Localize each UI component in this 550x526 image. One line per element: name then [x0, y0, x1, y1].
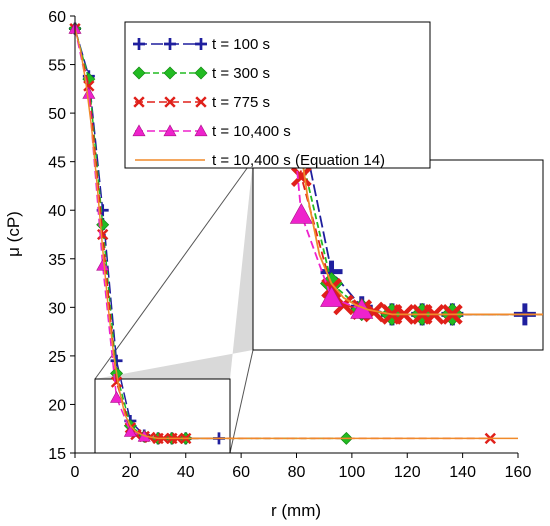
- legend-box: [124, 21, 431, 169]
- series-3-point: [82, 87, 96, 99]
- zoom-connector-line-top: [94, 159, 254, 380]
- legend-swatch-marker: [132, 124, 146, 137]
- x-tick-label: 160: [505, 464, 532, 481]
- y-tick-label: 45: [48, 155, 66, 172]
- legend-swatch-marker: [163, 66, 177, 80]
- x-tick-label: 140: [449, 464, 476, 481]
- series-0-point: [110, 354, 123, 367]
- inset-series-3-point: [320, 286, 344, 307]
- inset-series-2-point: [290, 166, 312, 187]
- y-tick-label: 50: [48, 106, 66, 123]
- legend-label: t = 775 s: [212, 94, 270, 111]
- legend-swatch-marker: [164, 38, 176, 50]
- x-tick-label: 80: [288, 464, 306, 481]
- inset-series-3-point: [289, 203, 313, 224]
- y-tick-label: 30: [48, 300, 66, 317]
- legend-label: t = 10,400 s: [212, 123, 291, 140]
- inset-plot-area: [289, 160, 543, 326]
- legend-swatch-marker: [133, 38, 145, 50]
- legend-swatch-marker: [132, 66, 146, 80]
- legend-entry: t = 300 s: [132, 65, 270, 82]
- legend-entry: t = 10,400 s (Equation 14): [135, 152, 385, 169]
- y-tick-label: 60: [48, 9, 66, 26]
- y-tick-label: 55: [48, 58, 66, 75]
- series-2-point: [110, 376, 123, 388]
- y-tick-label: 35: [48, 252, 66, 269]
- series-3-point: [123, 425, 137, 437]
- main-plot-area: [68, 22, 518, 445]
- legend-entry: t = 10,400 s: [132, 123, 291, 140]
- legend: t = 100 s t = 300 s t = 775 s t = 10,400 s t…: [124, 21, 431, 169]
- series-4-line: [74, 28, 518, 440]
- legend-swatch-marker: [194, 124, 208, 137]
- legend-label: t = 100 s: [212, 36, 270, 53]
- legend-swatch-marker: [195, 38, 207, 50]
- legend-swatch-marker: [195, 96, 207, 108]
- zoom-connector-line-bottom: [229, 349, 254, 454]
- y-tick-label: 20: [48, 397, 66, 414]
- series-3-point: [96, 258, 110, 271]
- x-tick-label: 120: [394, 464, 421, 481]
- x-axis-title: r (mm): [271, 501, 321, 520]
- x-axis: 0 20 40 60 80 100 120 140 160 r (mm): [71, 452, 532, 520]
- legend-swatch-marker: [133, 96, 145, 108]
- legend-swatch-marker: [163, 124, 177, 137]
- x-tick-label: 60: [232, 464, 250, 481]
- series-3-point: [110, 391, 124, 403]
- x-tick-label: 100: [339, 464, 366, 481]
- y-axis: 15 20 25 30 35 40 45 50 55 60 μ (cP): [4, 9, 76, 463]
- inset-series-1-line: [301, 160, 543, 316]
- legend-entry: t = 775 s: [133, 94, 270, 111]
- y-tick-label: 25: [48, 349, 66, 366]
- legend-label: t = 300 s: [212, 65, 270, 82]
- y-tick-label: 15: [48, 446, 66, 463]
- y-tick-label: 40: [48, 203, 66, 220]
- inset-series-4-line: [301, 160, 543, 316]
- y-axis-title: μ (cP): [4, 211, 23, 257]
- legend-swatch-marker: [194, 66, 208, 80]
- x-tick-label: 0: [71, 464, 80, 481]
- x-tick-label: 20: [121, 464, 139, 481]
- legend-label: t = 10,400 s (Equation 14): [212, 152, 385, 169]
- legend-entry: t = 100 s: [133, 36, 270, 53]
- x-tick-label: 40: [177, 464, 195, 481]
- legend-swatch-marker: [164, 96, 176, 108]
